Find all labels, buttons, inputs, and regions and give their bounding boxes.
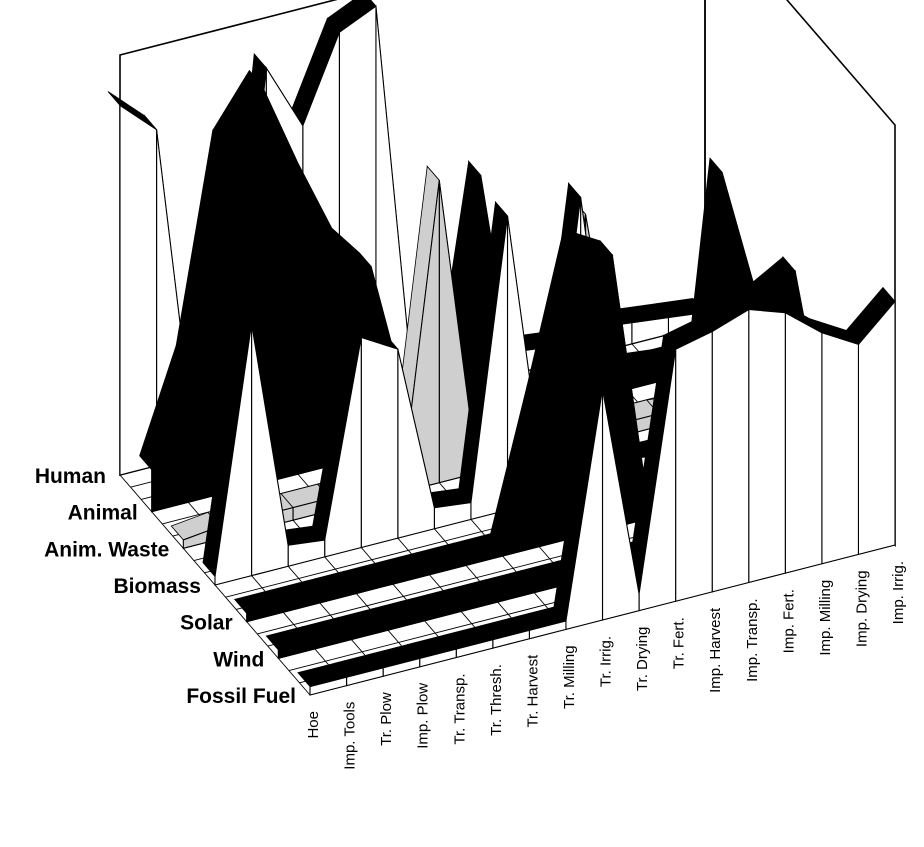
- ribbon-curtain-segment: [277, 639, 316, 660]
- ribbon-curtain-segment: [748, 308, 786, 584]
- ribbon-curtain-segment: [119, 104, 158, 476]
- source-label: Animal: [68, 502, 138, 525]
- ribbon-curtain-segment: [214, 323, 253, 586]
- category-label: Imp. Milling: [817, 580, 834, 656]
- category-label: Tr. Thresh.: [488, 664, 505, 736]
- source-label: Anim. Waste: [44, 538, 169, 561]
- category-label: Imp. Irrig.: [890, 561, 907, 624]
- category-label: Imp. Harvest: [707, 607, 724, 693]
- category-label: Imp. Transp.: [744, 599, 761, 682]
- ribbon-curtain-segment: [246, 603, 284, 623]
- ribbons: [107, 0, 896, 696]
- ribbon-curtain-segment: [711, 308, 750, 593]
- category-label: Tr. Plow: [378, 692, 395, 746]
- ribbon-fossil-fuel: [297, 286, 896, 696]
- ribbon-curtain-segment: [433, 501, 472, 530]
- ribbon-curtain-segment: [151, 359, 189, 513]
- ribbon-curtain-segment: [784, 311, 823, 574]
- category-label: Tr. Drying: [634, 627, 651, 691]
- category-label: Imp. Drying: [853, 570, 870, 647]
- category-label: Tr. Irrig.: [598, 636, 615, 687]
- category-label: Imp. Fert.: [780, 589, 797, 653]
- source-label: Solar: [180, 612, 233, 635]
- category-label: Tr. Transp.: [451, 674, 468, 745]
- source-label: Wind: [213, 648, 264, 671]
- source-label: Human: [35, 465, 106, 488]
- category-label: Tr. Milling: [561, 645, 578, 709]
- source-label: Biomass: [113, 575, 201, 598]
- ribbon-curtain-segment: [821, 331, 859, 565]
- ribbon-curtain-segment: [309, 676, 348, 696]
- category-label: Hoe: [305, 711, 322, 739]
- category-label: Imp. Tools: [342, 702, 359, 770]
- ribbon-curtain-segment: [675, 330, 713, 602]
- axis-labels: Human Animal Anim. Waste Biomass Solar Wind Fo…: [35, 465, 907, 770]
- category-label: Tr. Harvest: [524, 654, 541, 728]
- ribbon-curtain-segment: [287, 539, 326, 567]
- ribbon-curtain-segment: [360, 336, 399, 549]
- category-label: Tr. Fert.: [671, 617, 688, 669]
- ribbon-curtain-segment: [857, 299, 896, 556]
- source-label: Fossil Fuel: [186, 685, 296, 708]
- category-label: Imp. Plow: [415, 683, 432, 749]
